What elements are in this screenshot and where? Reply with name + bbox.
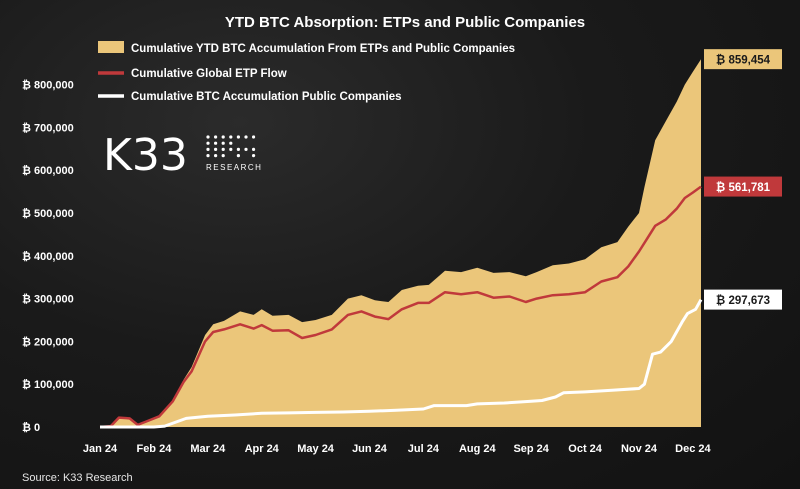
- logo-dot: [252, 135, 256, 139]
- logo-dot: [229, 147, 233, 151]
- logo-dot: [229, 141, 233, 145]
- x-tick-label: Jun 24: [352, 443, 388, 455]
- end-label-total-box: [704, 49, 782, 70]
- logo-dot: [206, 135, 210, 139]
- logo-dot: [221, 147, 225, 151]
- series-line-etp: [99, 185, 702, 429]
- logo-dot: [206, 147, 210, 151]
- y-tick-label: ₿ 600,000: [22, 165, 74, 177]
- y-tick-label: ₿ 500,000: [22, 208, 74, 220]
- logo-dot: [236, 135, 240, 139]
- y-tick-label: ₿ 0: [22, 422, 40, 434]
- end-label-total-text: ₿ 859,454: [716, 55, 771, 67]
- x-tick-label: Mar 24: [190, 443, 226, 455]
- end-labels: ₿ 859,454 ₿ 561,781 ₿ 297,673: [704, 49, 782, 310]
- logo-dot: [252, 154, 256, 158]
- logo-dot: [214, 154, 218, 158]
- logo-dot: [214, 135, 218, 139]
- logo-dot: [229, 135, 233, 139]
- y-tick-label: ₿ 800,000: [22, 80, 74, 92]
- logo-dot: [252, 147, 256, 151]
- x-tick-label: Feb 24: [136, 443, 172, 455]
- legend: Cumulative YTD BTC Accumulation From ETP…: [98, 41, 515, 103]
- legend-label-total: Cumulative YTD BTC Accumulation From ETP…: [131, 43, 515, 55]
- x-tick-label: Jul 24: [408, 443, 440, 455]
- plot-area: [99, 59, 703, 429]
- x-tick-label: Jan 24: [83, 443, 118, 455]
- y-tick-label: ₿ 400,000: [22, 251, 74, 263]
- logo-dot: [221, 135, 225, 139]
- logo-dot: [206, 154, 210, 158]
- end-label-total: ₿ 859,454: [704, 49, 782, 70]
- y-tick-label: ₿ 200,000: [22, 336, 74, 348]
- legend-label-public: Cumulative BTC Accumulation Public Compa…: [131, 91, 402, 103]
- logo-text: K33: [103, 130, 188, 181]
- legend-swatch-total: [98, 41, 124, 53]
- logo-dot-grid-icon: [206, 135, 256, 158]
- x-axis: Jan 24 Feb 24 Mar 24 Apr 24 May 24 Jun 24 Jul …: [83, 443, 712, 455]
- x-tick-label: Sep 24: [513, 443, 549, 455]
- series-line-public: [100, 298, 703, 429]
- logo-dot: [221, 141, 225, 145]
- logo-dot: [214, 141, 218, 145]
- y-tick-label: ₿ 100,000: [22, 379, 74, 391]
- logo-dot: [221, 154, 225, 158]
- source-note: Source: K33 Research: [22, 472, 133, 484]
- k33-logo: K33 RESEARCH: [103, 130, 262, 181]
- logo-dot: [244, 135, 248, 139]
- end-label-etp-box: [704, 176, 782, 197]
- x-tick-label: Aug 24: [459, 443, 497, 455]
- x-tick-label: Oct 24: [568, 443, 603, 455]
- chart-title: YTD BTC Absorption: ETPs and Public Comp…: [225, 14, 585, 31]
- x-tick-label: Apr 24: [245, 443, 280, 455]
- logo-dot: [236, 147, 240, 151]
- y-tick-label: ₿ 700,000: [22, 122, 74, 134]
- logo-dot: [236, 154, 240, 158]
- x-tick-label: Dec 24: [675, 443, 711, 455]
- end-label-public-box: [704, 289, 782, 310]
- logo-subtitle: RESEARCH: [206, 163, 262, 172]
- logo-dot: [214, 147, 218, 151]
- end-label-etp: ₿ 561,781: [704, 176, 782, 197]
- end-label-etp-text: ₿ 561,781: [716, 182, 771, 194]
- end-label-public-text: ₿ 297,673: [716, 295, 770, 307]
- y-tick-label: ₿ 300,000: [22, 294, 74, 306]
- series-area-total: [100, 59, 701, 427]
- logo-dot: [206, 141, 210, 145]
- y-axis: ₿ 0 ₿ 100,000 ₿ 200,000 ₿ 300,000 ₿ 400,000 ₿…: [22, 80, 74, 434]
- x-tick-label: Nov 24: [621, 443, 658, 455]
- legend-label-etp: Cumulative Global ETP Flow: [131, 68, 287, 80]
- end-label-public: ₿ 297,673: [704, 289, 782, 310]
- logo-dot: [244, 147, 248, 151]
- x-tick-label: May 24: [297, 443, 335, 455]
